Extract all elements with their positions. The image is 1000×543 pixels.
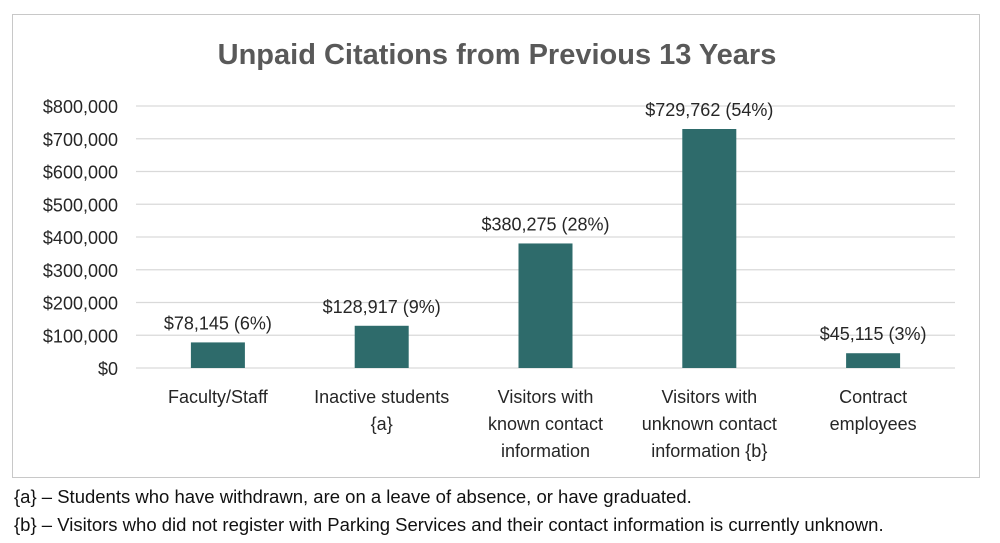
gridlines — [136, 105, 955, 369]
x-category-label-line: known contact — [488, 414, 603, 434]
y-tick-label: $100,000 — [43, 326, 118, 346]
bar — [846, 353, 901, 368]
bars — [190, 129, 901, 368]
data-labels: $78,145 (6%) $128,917 (9%) $380,275 (28%) $… — [164, 100, 927, 344]
bar — [354, 325, 409, 368]
x-category-label: Faculty/Staff — [168, 387, 269, 407]
data-label: $78,145 (6%) — [164, 313, 272, 333]
chart-frame — [12, 14, 980, 478]
bar — [518, 243, 573, 368]
chart-title: Unpaid Citations from Previous 13 Years — [218, 39, 777, 71]
bar — [190, 342, 245, 368]
y-tick-label: $800,000 — [43, 97, 118, 117]
x-category-label-line: Visitors with — [661, 387, 757, 407]
data-label: $45,115 (3%) — [820, 324, 927, 344]
footnote-a: {a} – Students who have withdrawn, are o… — [14, 486, 692, 507]
x-category-label: Contract employees — [830, 387, 917, 434]
x-category-label-line: {a} — [371, 414, 393, 434]
x-category-label: Visitors with unknown contact information … — [642, 387, 777, 461]
x-axis-category-labels: Faculty/Staff Inactive students {a} Visitor… — [168, 387, 917, 461]
x-category-label-line: unknown contact — [642, 414, 777, 434]
x-category-label-line: information — [501, 441, 590, 461]
x-category-label-line: Inactive students — [314, 387, 449, 407]
bar — [682, 129, 737, 368]
y-tick-label: $500,000 — [43, 195, 118, 215]
x-category-label-line: information {b} — [651, 441, 767, 461]
y-axis-tick-labels: $0 $100,000 $200,000 $300,000 $400,000 $500,0… — [43, 97, 118, 379]
x-category-label-line: Faculty/Staff — [168, 387, 269, 407]
data-label: $380,275 (28%) — [481, 214, 609, 234]
y-tick-label: $200,000 — [43, 294, 118, 314]
x-category-label: Inactive students {a} — [314, 387, 449, 434]
x-category-label: Visitors with known contact information — [488, 387, 603, 461]
data-label: $729,762 (54%) — [645, 100, 773, 120]
y-tick-label: $300,000 — [43, 261, 118, 281]
bar-chart: Unpaid Citations from Previous 13 Years … — [43, 39, 955, 461]
footnote-b: {b} – Visitors who did not register with… — [14, 514, 884, 535]
data-label: $128,917 (9%) — [323, 297, 441, 317]
x-category-label-line: Contract — [839, 387, 907, 407]
y-tick-label: $400,000 — [43, 228, 118, 248]
y-tick-label: $700,000 — [43, 130, 118, 150]
x-category-label-line: Visitors with — [498, 387, 594, 407]
x-category-label-line: employees — [830, 414, 917, 434]
y-tick-label: $0 — [98, 359, 118, 379]
y-tick-label: $600,000 — [43, 163, 118, 183]
